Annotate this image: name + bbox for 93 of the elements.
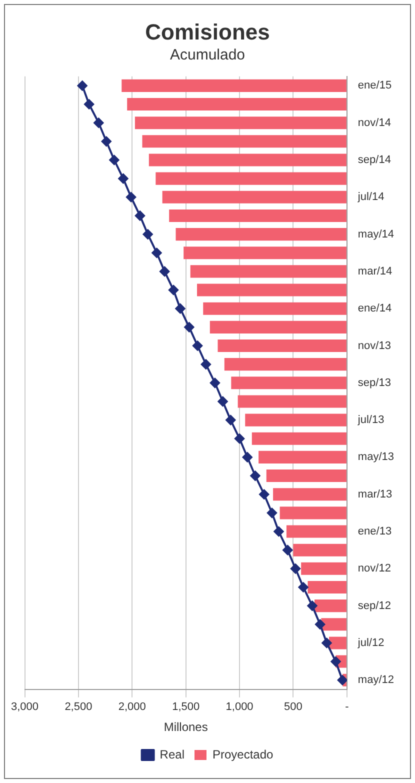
- legend-label: Real: [160, 747, 184, 762]
- bar: [321, 618, 346, 631]
- y-tick-label: mar/14: [358, 265, 392, 278]
- point: [307, 600, 318, 611]
- bar: [169, 209, 346, 222]
- bar: [197, 284, 346, 296]
- bar: [156, 172, 346, 185]
- bar: [238, 395, 346, 408]
- point: [210, 378, 220, 388]
- point: [126, 192, 136, 202]
- y-tick-label: sep/13: [358, 376, 391, 389]
- bar: [176, 228, 346, 241]
- bar: [328, 636, 346, 650]
- y-tick-label: nov/13: [358, 340, 391, 352]
- bar: [190, 265, 346, 278]
- point: [94, 118, 104, 128]
- point: [274, 526, 284, 537]
- y-tick-label: jul/14: [356, 191, 384, 204]
- bar: [286, 525, 346, 538]
- point: [242, 452, 252, 462]
- y-tick-label: sep/12: [358, 600, 391, 612]
- bar: [134, 116, 346, 130]
- bar: [273, 488, 346, 501]
- y-tick-label: jul/12: [356, 636, 384, 649]
- point: [200, 359, 211, 370]
- y-tick-label: ene/13: [358, 526, 392, 538]
- bar: [127, 98, 346, 111]
- x-tick-label: 500: [284, 701, 302, 714]
- y-tick-label: may/14: [358, 228, 394, 240]
- y-tick-label: nov/12: [358, 562, 391, 575]
- bar: [162, 190, 346, 204]
- point: [259, 489, 270, 500]
- bar: [280, 506, 346, 520]
- point: [250, 470, 260, 481]
- x-tick-label: 1,500: [172, 701, 200, 714]
- x-tick-label: 2,000: [118, 701, 146, 714]
- point: [290, 564, 300, 574]
- point: [142, 229, 153, 240]
- point: [322, 638, 332, 648]
- point: [101, 136, 112, 146]
- point: [109, 154, 120, 165]
- bar: [184, 246, 346, 260]
- point: [168, 285, 178, 296]
- point: [315, 619, 326, 630]
- point: [77, 80, 88, 91]
- y-tick-label: may/12: [358, 674, 394, 686]
- y-tick-label: ene/14: [358, 302, 392, 315]
- x-tick-label: 2,500: [64, 701, 92, 714]
- point: [266, 508, 277, 518]
- y-tick-label: mar/13: [358, 488, 392, 500]
- point: [160, 266, 170, 276]
- point: [218, 396, 228, 406]
- y-tick-label: nov/14: [358, 116, 391, 129]
- bar: [245, 414, 346, 426]
- chart-subtitle: Acumulado: [170, 46, 246, 64]
- x-tick-label: -: [345, 701, 350, 714]
- point: [298, 582, 308, 592]
- point: [134, 210, 145, 221]
- x-tick-label: 3,000: [11, 701, 39, 714]
- point: [337, 675, 347, 686]
- point: [118, 174, 128, 184]
- point: [152, 248, 162, 258]
- bar: [203, 302, 346, 315]
- bar: [148, 154, 346, 166]
- x-axis-title: Millones: [164, 720, 208, 734]
- bar: [142, 135, 346, 148]
- bar: [218, 339, 346, 352]
- bar: [301, 562, 346, 575]
- legend-label: Proyectado: [212, 747, 274, 762]
- bar: [293, 544, 346, 556]
- point: [184, 322, 194, 332]
- y-tick-label: jul/13: [356, 414, 384, 426]
- y-tick-label: ene/15: [358, 80, 392, 92]
- bar: [122, 79, 346, 92]
- point: [84, 99, 94, 110]
- point: [175, 304, 186, 314]
- y-tick-label: may/13: [358, 451, 394, 464]
- bar: [210, 320, 346, 334]
- chart-title: Comisiones: [145, 19, 270, 44]
- bar: [266, 470, 346, 482]
- point: [282, 545, 293, 556]
- x-tick-label: 1,000: [226, 701, 254, 714]
- point: [330, 656, 341, 667]
- y-tick-label: sep/14: [358, 154, 391, 166]
- point: [234, 434, 245, 444]
- bar: [308, 580, 346, 594]
- bar: [224, 358, 346, 371]
- bar: [252, 432, 346, 445]
- bar: [314, 600, 346, 612]
- point: [226, 415, 236, 426]
- bar: [258, 450, 346, 464]
- bar: [231, 376, 346, 390]
- point: [192, 340, 203, 351]
